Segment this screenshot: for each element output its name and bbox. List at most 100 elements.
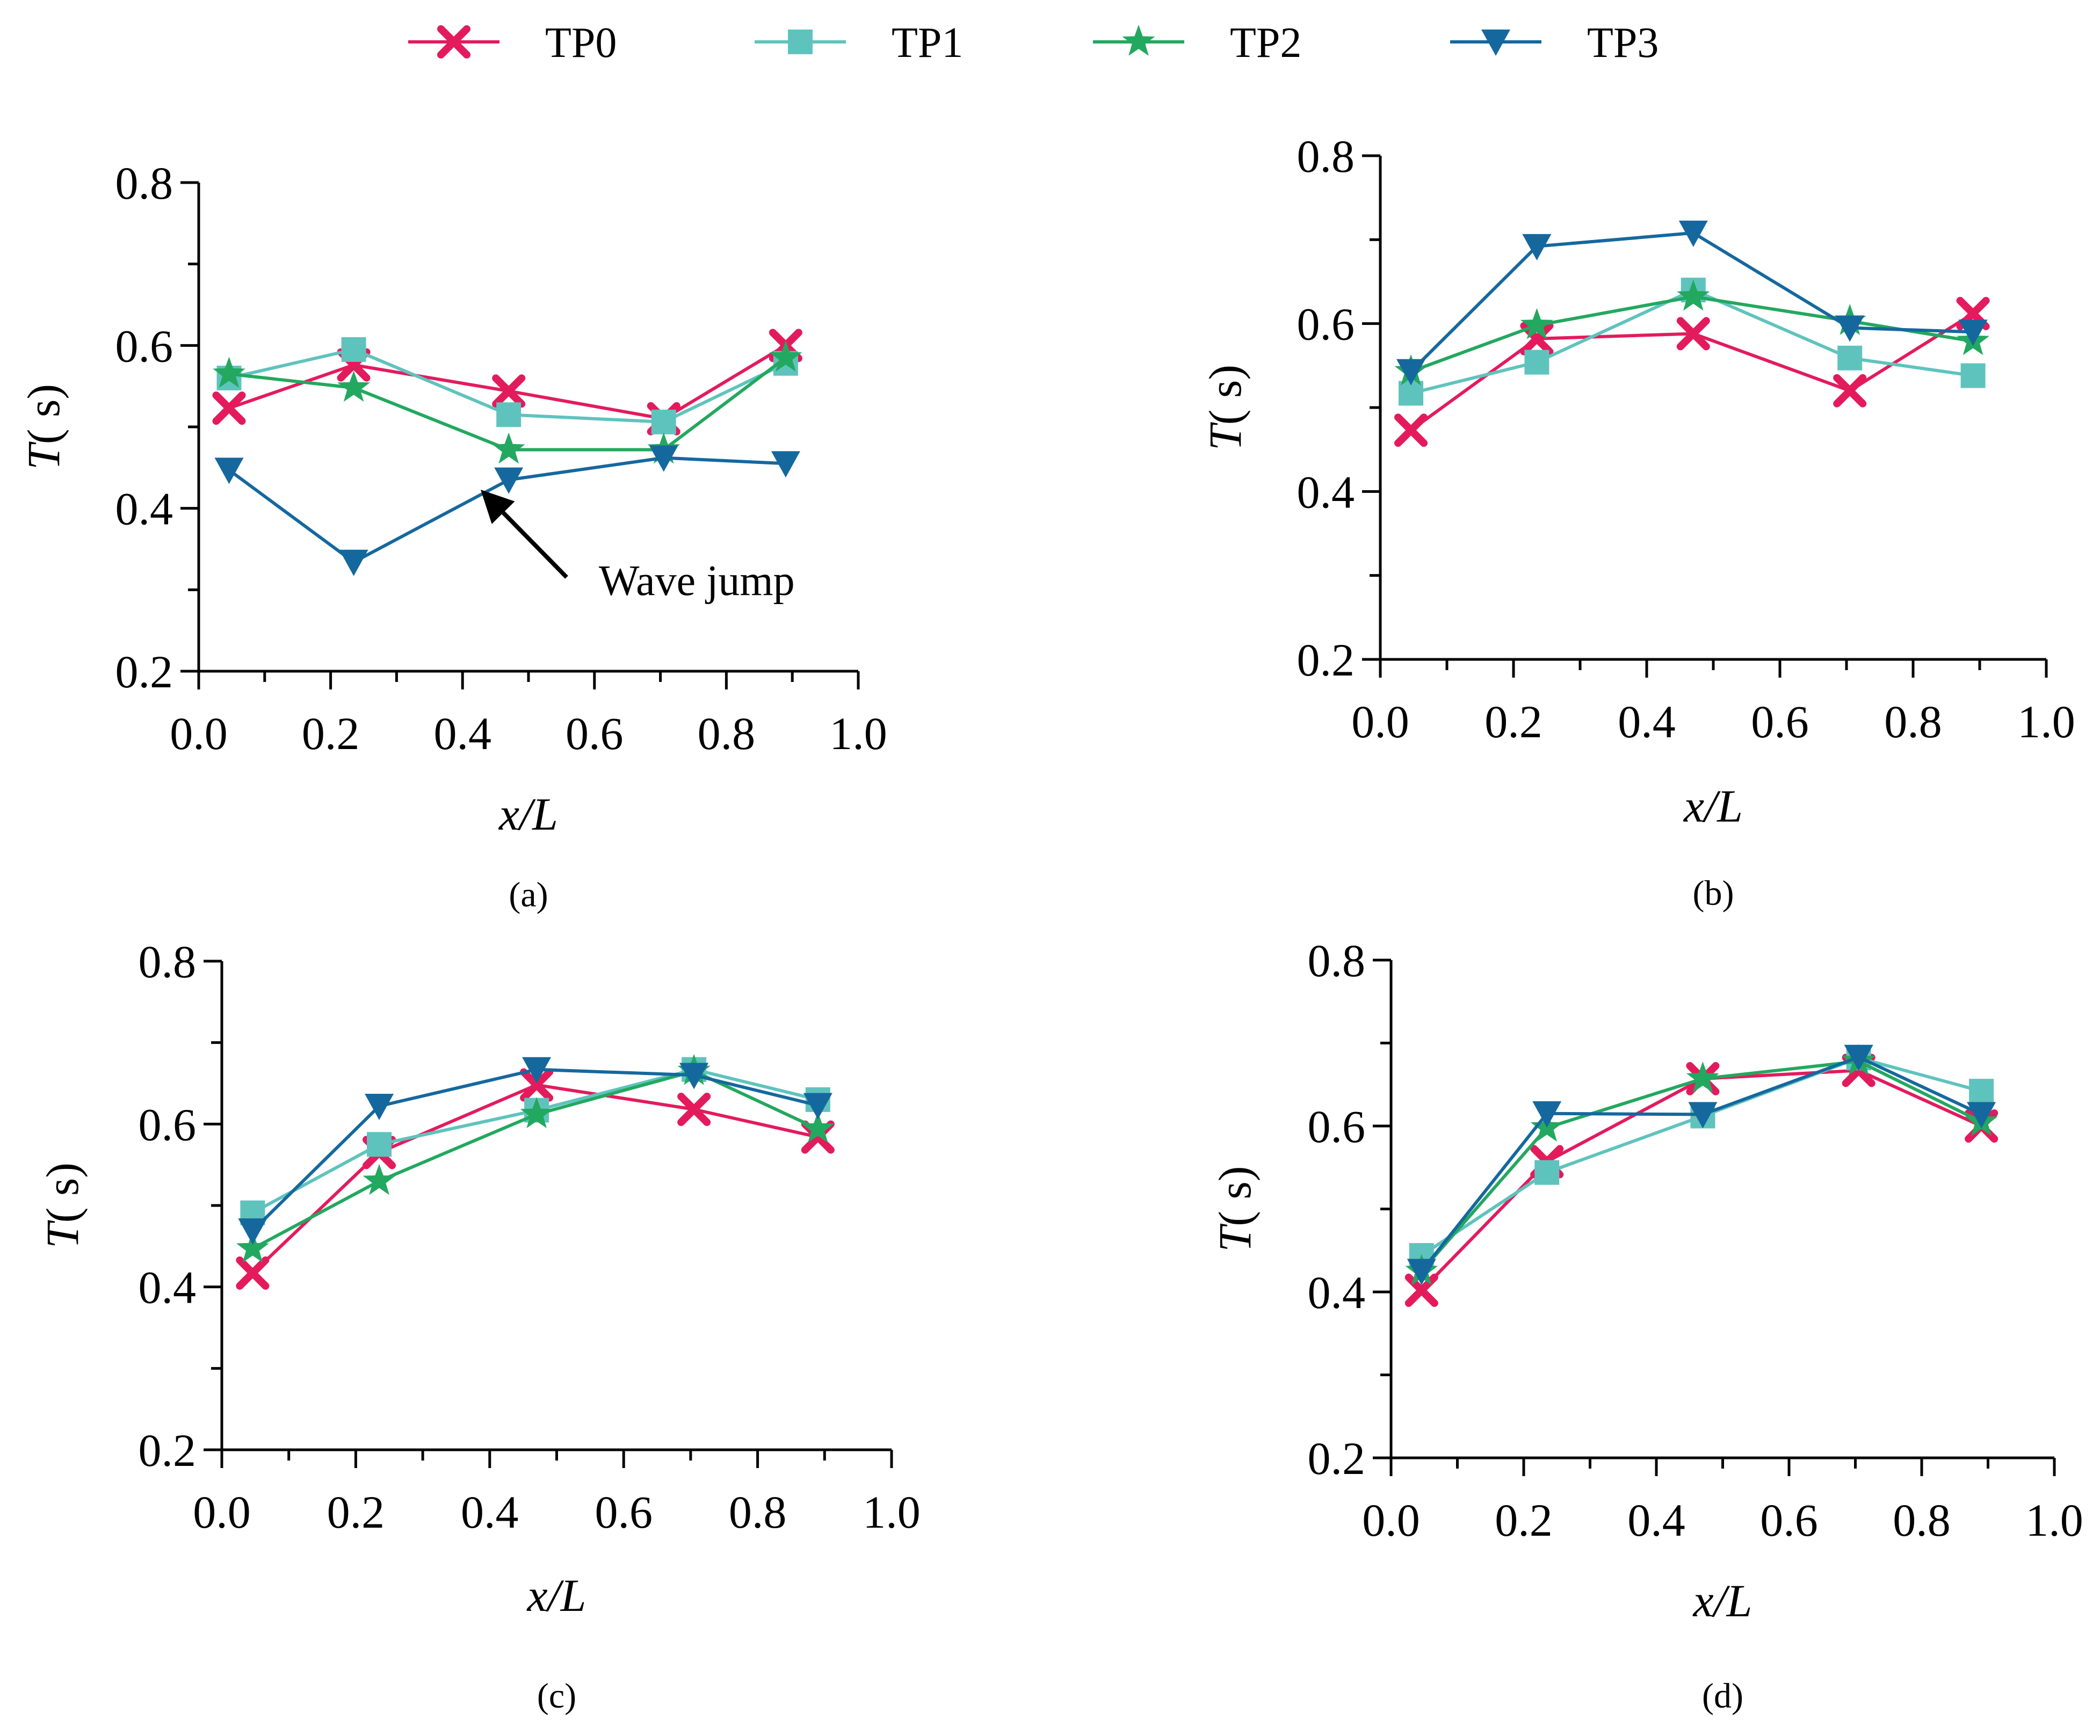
- data-point-tp2: [337, 371, 370, 402]
- legend-x-marker: [437, 25, 470, 59]
- data-point-tp3: [1835, 315, 1865, 342]
- x-tick-label: 0.4: [461, 1486, 519, 1538]
- series-tp0: [1394, 296, 1990, 447]
- x-tick-label: 0.2: [1485, 696, 1543, 747]
- data-point-tp3: [1844, 1044, 1873, 1071]
- data-point-tp0-stroke-b: [677, 1093, 711, 1127]
- legend-item-tp2: TP2: [1093, 19, 1301, 67]
- y-tick-label: 0.6: [1308, 1101, 1366, 1152]
- data-point-tp3: [1678, 220, 1708, 247]
- y-tick-label: 0.8: [139, 936, 197, 987]
- data-point-tp3: [1688, 1102, 1718, 1129]
- series-line-tp2: [251, 1069, 819, 1251]
- data-point-tp3: [771, 451, 800, 478]
- x-axis-title: x/L: [498, 788, 558, 840]
- x-tick-label: 1.0: [2025, 1494, 2083, 1546]
- y-axis-title-unit: ( s): [1209, 1166, 1261, 1226]
- y-tick-label: 0.2: [139, 1425, 197, 1476]
- legend-label: TP0: [545, 19, 617, 67]
- data-point-tp1: [496, 402, 522, 427]
- y-axis-title-symbol: T: [37, 1220, 88, 1248]
- data-point-tp3: [679, 1063, 709, 1089]
- data-point-tp3: [238, 1218, 267, 1245]
- data-point-tp3: [339, 549, 368, 576]
- panel-label: (a): [509, 875, 548, 914]
- chart-panel-c: 0.2 0.4 0.6 0.8 0.0 0.2 0.4 0.6 0.8 1.0 x/L T( s) (c…: [37, 936, 921, 1716]
- annotation-wave-jump: Wave jump: [481, 490, 795, 605]
- panel-label: (c): [537, 1676, 576, 1716]
- y-tick-label: 0.8: [1308, 935, 1366, 986]
- x-tick-label: 0.2: [327, 1486, 385, 1538]
- data-point-tp0: [1394, 413, 1428, 447]
- chart-panel-d: 0.2 0.4 0.6 0.8 0.0 0.2 0.4 0.6 0.8 1.0 x/L T( s) (d…: [1209, 935, 2083, 1716]
- panel-label: (d): [1702, 1676, 1743, 1716]
- legend-star-marker: [1122, 25, 1155, 56]
- data-point-tp0-stroke-b: [236, 1256, 270, 1290]
- data-point-tp3: [1407, 1259, 1436, 1285]
- legend-label: TP3: [1587, 19, 1659, 67]
- data-point-tp0: [492, 374, 526, 408]
- legend-triangle-down-marker: [1481, 30, 1510, 56]
- x-tick-label: 0.0: [1362, 1494, 1420, 1546]
- panel-label: (b): [1693, 874, 1734, 913]
- series-tp0: [1404, 1054, 1998, 1307]
- data-point-tp0: [1833, 374, 1867, 408]
- y-tick-label: 0.6: [115, 320, 173, 372]
- data-point-tp1: [1960, 363, 1986, 388]
- chart-panel-b: 0.2 0.4 0.6 0.8 0.0 0.2 0.4 0.6 0.8 1.0 x/L T( s) (b…: [1199, 130, 2075, 913]
- y-axis-title-unit: ( s): [18, 384, 69, 444]
- data-point-tp0-stroke-b: [1394, 413, 1428, 447]
- series-tp2: [213, 340, 802, 464]
- data-point-tp1: [1837, 345, 1863, 371]
- y-tick-label: 0.4: [1297, 466, 1355, 518]
- x-tick-label: 0.0: [193, 1486, 251, 1538]
- x-axis-title: x/L: [526, 1570, 586, 1621]
- data-point-tp0-stroke-b: [492, 374, 526, 408]
- data-point-tp3: [1522, 234, 1552, 260]
- data-point-tp2: [236, 1231, 269, 1263]
- y-tick-label: 0.6: [139, 1099, 197, 1150]
- y-axis-title-symbol: T: [1199, 422, 1251, 451]
- series-tp3: [1407, 1044, 1996, 1285]
- data-point-tp0: [1676, 317, 1710, 351]
- y-axis-title: T( s): [18, 384, 69, 470]
- series-line-tp3: [251, 1067, 819, 1232]
- data-point-tp2: [801, 1112, 835, 1143]
- data-point-tp0-stroke-b: [1676, 317, 1710, 351]
- y-axis-title: T( s): [1209, 1166, 1261, 1252]
- data-point-tp0: [212, 391, 246, 425]
- data-point-tp2: [213, 357, 245, 388]
- x-tick-label: 0.4: [1618, 696, 1676, 747]
- data-point-tp0-stroke-b: [1833, 374, 1867, 408]
- data-point-tp3: [803, 1093, 832, 1120]
- data-point-tp0-stroke-b: [1520, 322, 1554, 355]
- data-point-tp3: [1532, 1101, 1562, 1128]
- data-point-tp1: [367, 1132, 392, 1157]
- data-point-tp3: [1967, 1102, 1996, 1129]
- x-tick-label: 0.6: [1751, 696, 1809, 747]
- data-point-tp3: [649, 445, 678, 472]
- data-point-tp0: [236, 1256, 270, 1290]
- data-point-tp1: [341, 337, 366, 362]
- data-point-tp0-stroke-b: [212, 391, 246, 425]
- y-axis-title-unit: ( s): [1199, 365, 1251, 425]
- series-tp3: [214, 445, 800, 576]
- annotation-arrow-head: [481, 490, 515, 524]
- y-axis-title: T( s): [37, 1163, 88, 1248]
- data-point-tp2: [363, 1164, 396, 1195]
- y-axis-title: T( s): [1199, 365, 1251, 451]
- y-tick-label: 0.4: [1308, 1267, 1366, 1318]
- data-point-tp2: [1677, 279, 1710, 311]
- data-point-tp0-stroke-b: [520, 1068, 554, 1102]
- x-axis-title: x/L: [1692, 1575, 1753, 1626]
- legend-label: TP2: [1230, 19, 1301, 67]
- data-point-tp2: [520, 1097, 553, 1128]
- data-point-tp0: [677, 1093, 711, 1127]
- chart-panel-a: 0.2 0.4 0.6 0.8 0.0 0.2 0.4 0.6 0.8 1.0 x/L T( s) (a…: [18, 157, 887, 914]
- legend-item-tp3: TP3: [1450, 19, 1659, 67]
- y-tick-label: 0.8: [115, 157, 173, 209]
- legend-label: TP1: [892, 19, 963, 67]
- x-tick-label: 0.8: [1893, 1494, 1951, 1546]
- data-point-tp1: [1524, 350, 1549, 375]
